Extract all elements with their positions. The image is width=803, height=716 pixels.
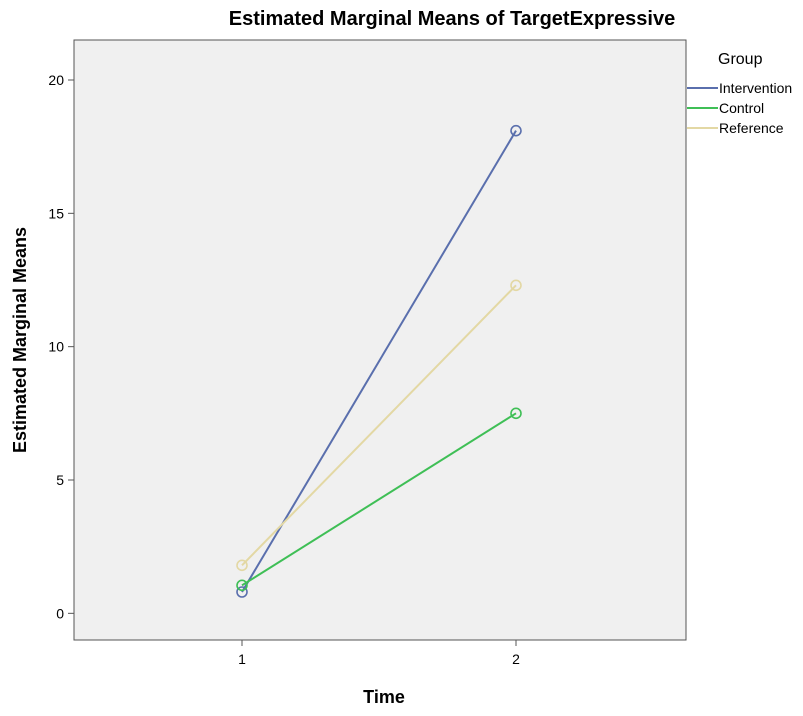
legend-label-control: Control: [719, 100, 764, 116]
legend-title: Group: [718, 51, 763, 68]
data-point-reference: [236, 559, 248, 572]
y-tick-label: 0: [56, 605, 64, 621]
series-line-intervention: [241, 130, 517, 593]
plot-area: [73, 39, 687, 641]
series-line-control: [241, 412, 517, 587]
chart-title: Estimated Marginal Means of TargetExpres…: [229, 8, 675, 30]
x-tick-label: 1: [238, 651, 246, 667]
legend-items: Intervention Control Reference: [687, 80, 792, 136]
x-tick-label: 2: [512, 651, 520, 667]
data-point-reference: [510, 279, 522, 292]
series-line-reference: [241, 284, 517, 567]
data-point-intervention: [510, 124, 522, 137]
legend: Group Intervention Control Reference: [687, 51, 792, 136]
x-axis-title: Time: [363, 687, 405, 707]
y-tick-label: 10: [48, 339, 64, 355]
legend-label-reference: Reference: [719, 120, 784, 136]
y-tick-label: 15: [48, 205, 64, 221]
data-point-control: [510, 407, 522, 420]
y-tick-label: 5: [56, 472, 64, 488]
y-tick-label: 20: [48, 72, 64, 88]
series-layer: [236, 124, 522, 598]
y-axis: 0 5 10 15 20: [48, 72, 74, 621]
data-point-intervention: [236, 586, 248, 598]
data-point-control: [236, 579, 248, 592]
legend-label-intervention: Intervention: [719, 80, 792, 96]
y-axis-title: Estimated Marginal Means: [10, 227, 30, 453]
